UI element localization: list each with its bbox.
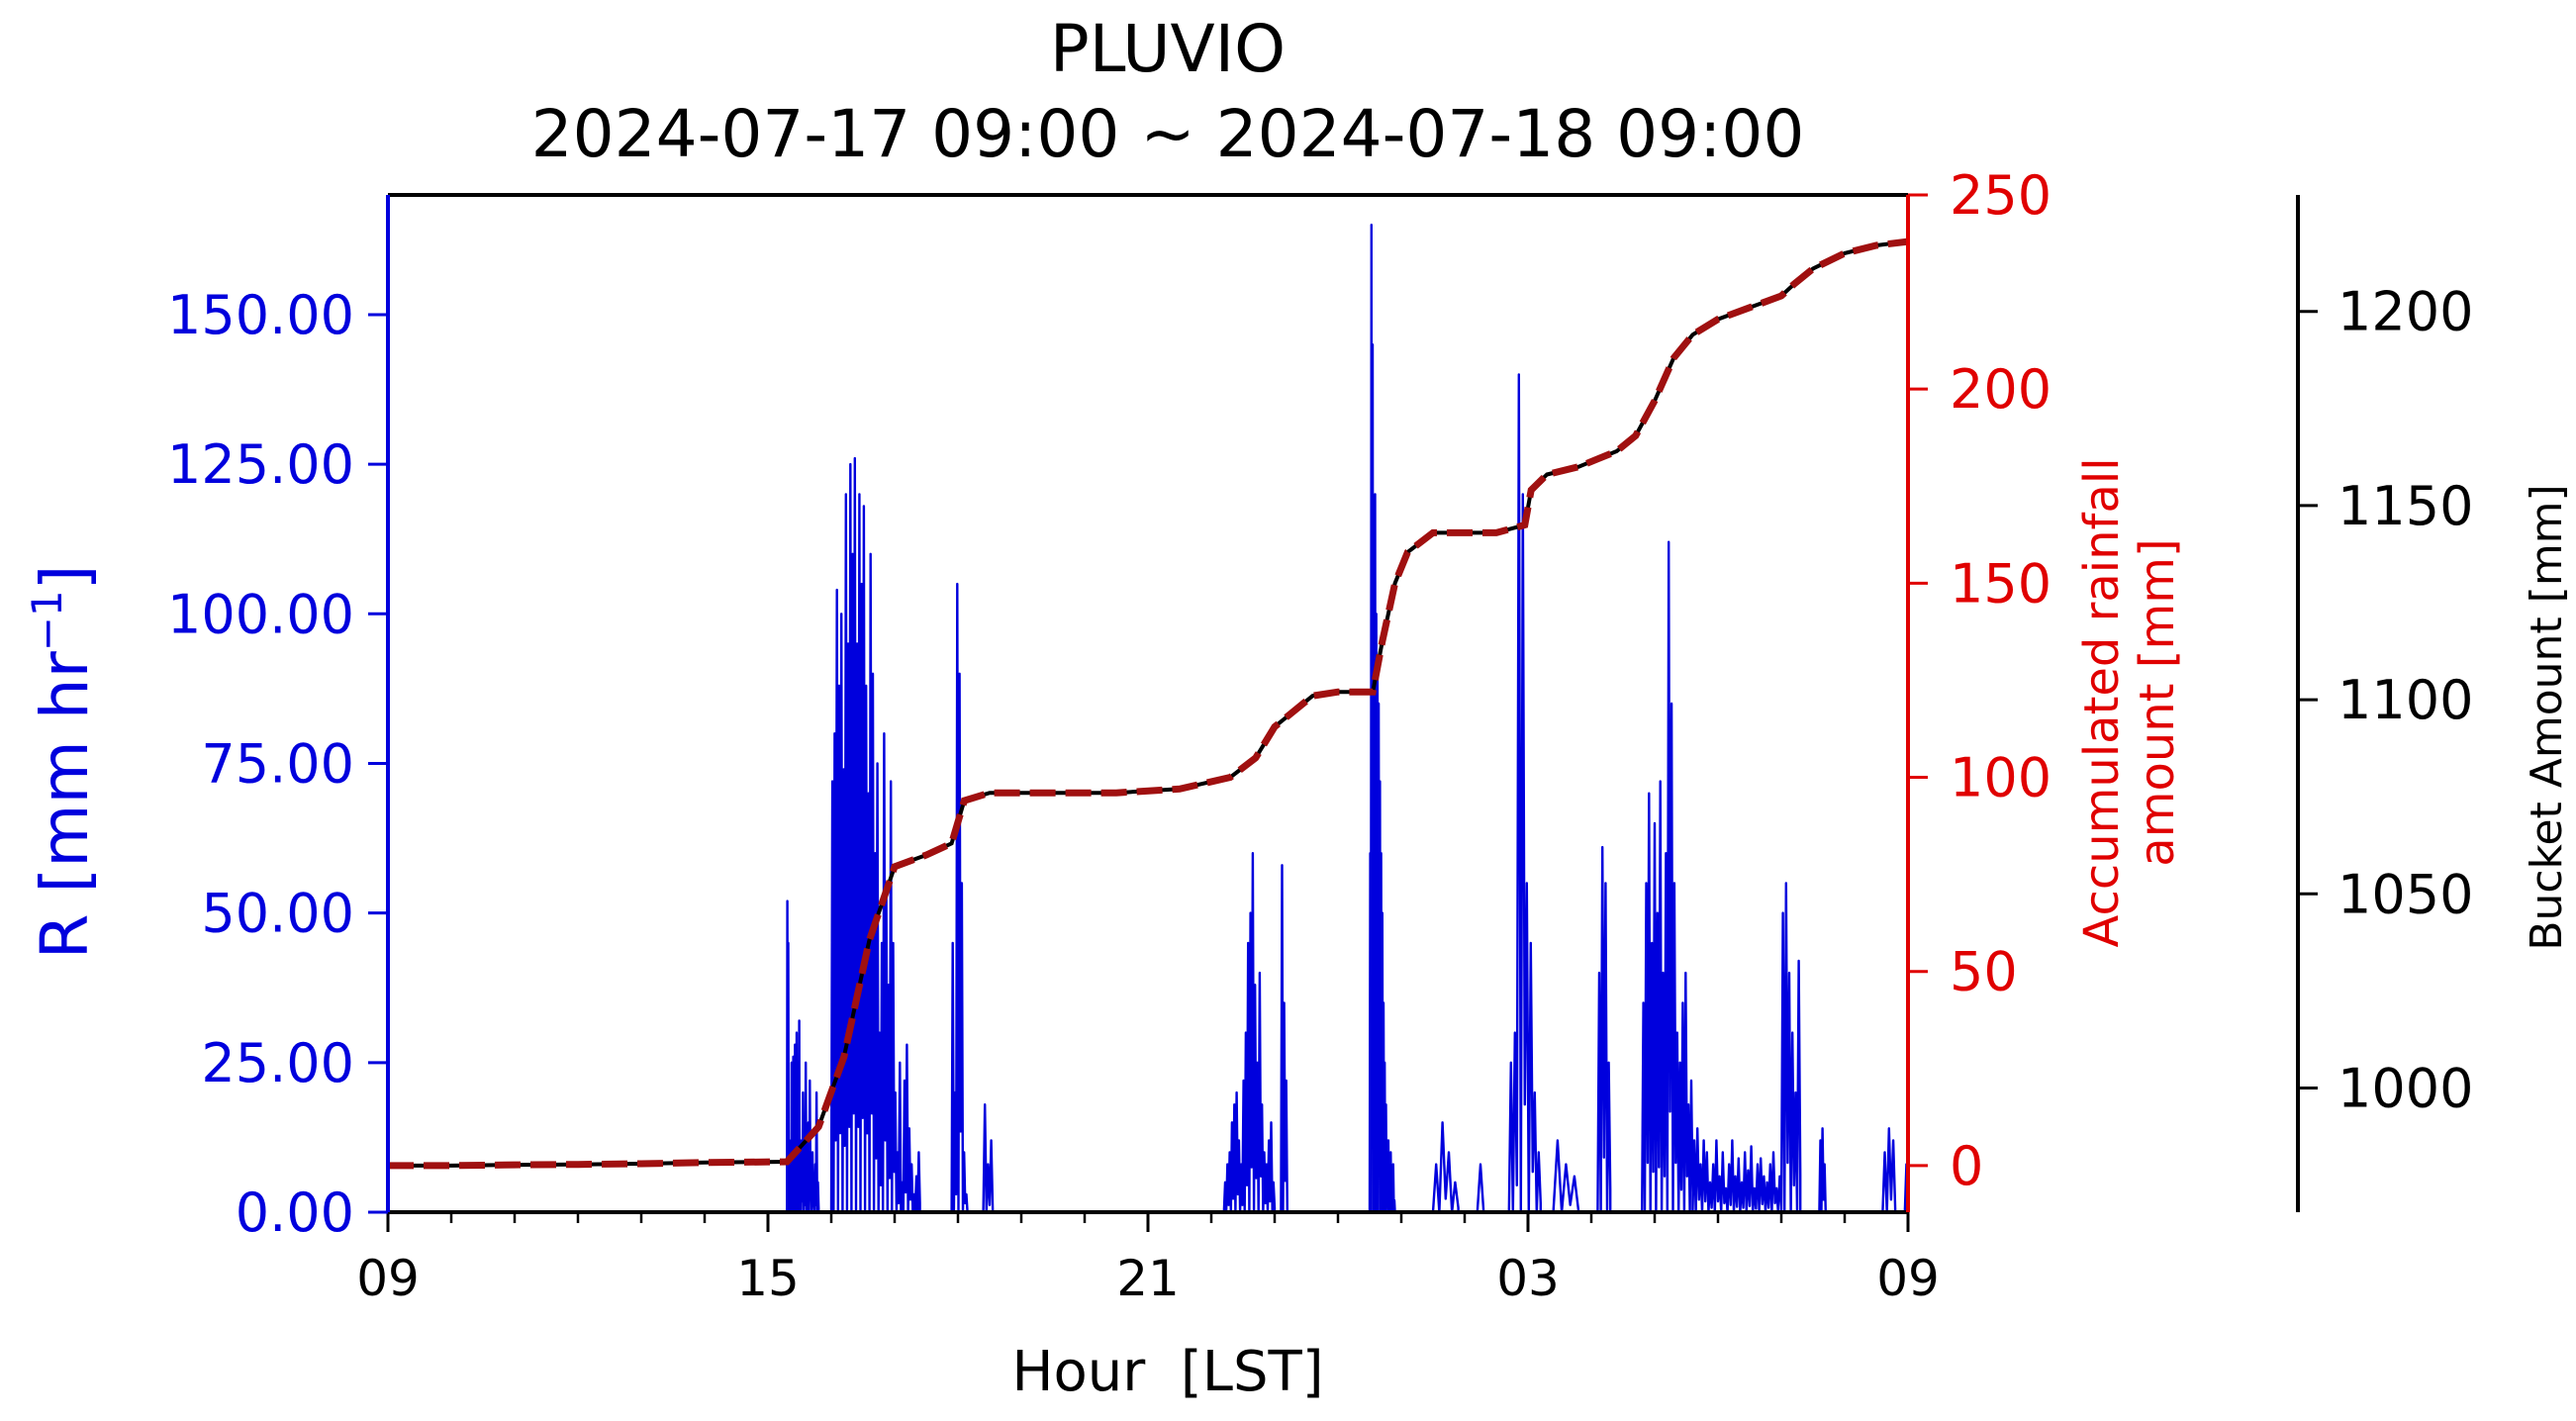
- x-tick-label: 03: [1496, 1250, 1560, 1307]
- left-tick-label: 0.00: [236, 1182, 354, 1244]
- right-tick-label: 0: [1950, 1135, 1983, 1197]
- left-tick-label: 50.00: [201, 883, 354, 945]
- x-tick-label: 21: [1116, 1250, 1180, 1307]
- left-tick-label: 150.00: [167, 284, 354, 346]
- left-axis-label: R [mm hr−1]: [23, 565, 103, 960]
- bucket-tick-label: 1200: [2337, 281, 2473, 343]
- left-tick-label: 125.00: [167, 433, 354, 496]
- right-axis-label-line2: amount [mm]: [2130, 538, 2185, 866]
- left-axis-label-end: ]: [27, 565, 103, 591]
- bucket-tick-label: 1150: [2337, 475, 2473, 537]
- right-axis-label-line1: Accumulated rainfall: [2074, 457, 2130, 947]
- plot-layer: 09 15 21 03 090.0025.0050.0075.00100.00125.0…: [167, 164, 2473, 1307]
- left-tick-label: 25.00: [201, 1032, 354, 1094]
- left-tick-label: 100.00: [167, 583, 354, 645]
- accumulated-rainfall-dashed: [388, 237, 1909, 1170]
- chart-title: PLUVIO: [1050, 11, 1286, 87]
- x-axis-label: Hour [LST]: [1011, 1340, 1323, 1404]
- right-tick-label: 100: [1950, 747, 2051, 809]
- right-tick-label: 250: [1950, 164, 2051, 227]
- x-tick-label: 09: [1876, 1250, 1940, 1307]
- bucket-tick-label: 1100: [2337, 669, 2473, 731]
- right-axis-label: Accumulated rainfallamount [mm]: [2074, 457, 2185, 947]
- bucket-axis-label: Bucket Amount [mm]: [2522, 484, 2572, 950]
- rain-rate-series: [388, 224, 1910, 1214]
- bucket-tick-label: 1000: [2337, 1057, 2473, 1119]
- left-axis-label-sup: −1: [23, 590, 71, 651]
- x-tick-label: 15: [736, 1250, 800, 1307]
- chart-subtitle: 2024-07-17 09:00 ~ 2024-07-18 09:00: [531, 96, 1805, 172]
- right-tick-label: 150: [1950, 552, 2051, 615]
- right-tick-label: 200: [1950, 358, 2051, 421]
- right-tick-label: 50: [1950, 941, 2018, 1003]
- bucket-tick-label: 1050: [2337, 863, 2473, 925]
- x-tick-label: 09: [356, 1250, 420, 1307]
- accumulated-rainfall-line: [388, 239, 1909, 1168]
- left-tick-label: 75.00: [201, 732, 354, 795]
